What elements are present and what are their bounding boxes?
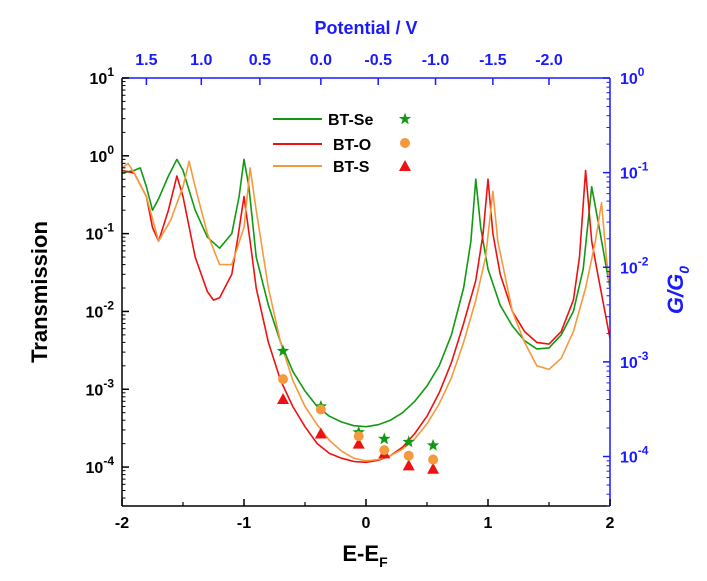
x-axis-title-sub: F xyxy=(379,554,388,570)
top-tick-label-2: 0.5 xyxy=(249,52,271,69)
right-tick-label-2-base: 10 xyxy=(620,260,638,277)
right-tick-label-4-base: 10 xyxy=(620,71,638,88)
axes-layer: -2 -1 0 1 210-410-310-210-110010110-410-310-… xyxy=(86,52,649,532)
legend-marker-bt-o xyxy=(400,138,410,148)
data-point-bt-se-5 xyxy=(426,438,440,451)
x-tick-label-3: 1 xyxy=(484,515,493,532)
legend-label-bt-se: BT-Se xyxy=(328,112,373,129)
right-axis-title: G/G0 xyxy=(663,266,692,314)
y-tick-label-1: 10-3 xyxy=(86,376,115,399)
top-tick-label-5: -1.0 xyxy=(422,52,450,69)
y-tick-label-5-exp: 1 xyxy=(107,65,114,79)
legend-marker-bt-s xyxy=(399,160,411,171)
y-tick-label-3-exp: -1 xyxy=(103,221,114,235)
data-point-bt-se-0 xyxy=(276,344,290,357)
series-layer xyxy=(122,158,610,464)
x-tick-label-2: 0 xyxy=(362,515,371,532)
y-axis-title: Transmission xyxy=(27,221,52,363)
y-tick-label-1-base: 10 xyxy=(86,382,104,399)
right-tick-label-3: 10-1 xyxy=(620,160,649,183)
y-tick-label-5-base: 10 xyxy=(90,71,108,88)
top-tick-label-6: -1.5 xyxy=(479,52,507,69)
y-tick-label-5: 101 xyxy=(90,65,115,88)
y-tick-label-4-exp: 0 xyxy=(107,143,114,157)
right-tick-label-4: 100 xyxy=(620,65,645,88)
data-point-bt-se-4 xyxy=(402,435,415,448)
top-tick-label-7: -2.0 xyxy=(535,52,563,69)
data-point-bt-s-3 xyxy=(379,445,390,456)
y-tick-label-3-base: 10 xyxy=(86,227,104,244)
y-tick-label-2: 10-2 xyxy=(86,298,115,321)
y-tick-label-2-exp: -2 xyxy=(103,298,114,312)
y-tick-label-0-exp: -4 xyxy=(103,454,114,468)
top-tick-label-0: 1.5 xyxy=(135,52,157,69)
series-line-bt-s xyxy=(122,160,610,462)
x-tick-label-0: -2 xyxy=(115,515,129,532)
y-tick-label-3: 10-1 xyxy=(86,221,115,244)
x-tick-label-4: 2 xyxy=(606,515,615,532)
y-tick-label-4: 100 xyxy=(90,143,115,166)
data-point-bt-se-3 xyxy=(378,432,391,445)
legend-item-bt-s: BT-S xyxy=(273,159,411,176)
y-tick-label-0-base: 10 xyxy=(86,460,104,477)
right-tick-label-1-base: 10 xyxy=(620,355,638,372)
top-tick-label-4: -0.5 xyxy=(364,52,392,69)
right-tick-label-1-exp: -3 xyxy=(638,349,649,363)
data-point-bt-s-2 xyxy=(353,431,364,442)
series-line-bt-o xyxy=(122,169,610,464)
right-tick-label-3-exp: -1 xyxy=(638,160,649,174)
right-axis-title-sub: 0 xyxy=(676,266,692,274)
y-tick-label-1-exp: -3 xyxy=(103,376,114,390)
x-axis-title: E-EF xyxy=(342,541,388,570)
data-point-bt-o-2 xyxy=(352,437,365,449)
data-point-bt-o-4 xyxy=(402,459,415,471)
x-tick-label-1: -1 xyxy=(237,515,251,532)
right-tick-label-3-base: 10 xyxy=(620,166,638,183)
y-tick-label-2-base: 10 xyxy=(86,304,104,321)
right-tick-label-2-exp: -2 xyxy=(638,254,649,268)
legend-marker-bt-se xyxy=(398,112,412,125)
data-point-bt-o-5 xyxy=(427,462,440,474)
legend-label-bt-o: BT-O xyxy=(333,137,371,154)
data-point-bt-s-5 xyxy=(428,454,439,465)
data-point-bt-o-0 xyxy=(277,392,290,404)
right-tick-label-0: 10-4 xyxy=(620,444,649,467)
right-tick-label-2: 10-2 xyxy=(620,254,649,277)
data-point-bt-s-0 xyxy=(278,374,289,385)
legend-item-bt-o: BT-O xyxy=(273,137,410,154)
top-axis-title: Potential / V xyxy=(314,18,417,38)
right-tick-label-0-exp: -4 xyxy=(638,444,649,458)
legend-label-bt-s: BT-S xyxy=(333,159,370,176)
data-point-bt-o-1 xyxy=(314,427,327,439)
right-tick-label-4-exp: 0 xyxy=(638,65,645,79)
data-point-bt-s-4 xyxy=(403,450,414,461)
marker-layer xyxy=(276,344,440,474)
right-tick-label-1: 10-3 xyxy=(620,349,649,372)
data-point-bt-s-1 xyxy=(315,404,326,415)
legend: BT-Se BT-O BT-S xyxy=(273,112,412,176)
y-tick-label-0: 10-4 xyxy=(86,454,115,477)
right-tick-label-0-base: 10 xyxy=(620,450,638,467)
right-axis-title-main: G/G xyxy=(663,274,688,314)
top-tick-label-1: 1.0 xyxy=(190,52,212,69)
y-tick-label-4-base: 10 xyxy=(90,149,108,166)
x-axis-title-main: E-E xyxy=(342,541,379,566)
legend-item-bt-se: BT-Se xyxy=(273,112,412,129)
top-tick-label-3: 0.0 xyxy=(310,52,332,69)
